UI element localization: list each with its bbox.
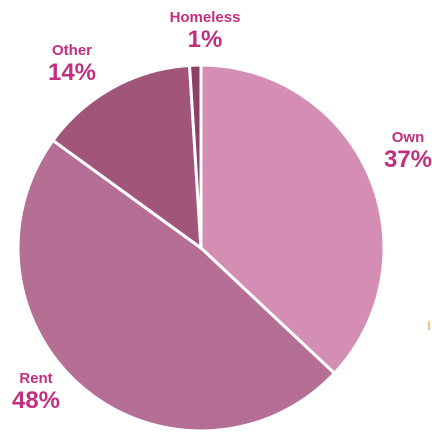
slice-label-homeless-name: Homeless	[169, 9, 241, 26]
slice-label-own-name: Own	[391, 129, 425, 146]
slice-label-homeless: Homeless 1%	[170, 9, 241, 53]
slice-label-other-name: Other	[51, 42, 93, 59]
pie-slice-own	[199, 63, 386, 375]
slice-label-rent-name: Rent	[19, 370, 53, 387]
slice-label-own: Own 37%	[384, 129, 432, 173]
slice-label-other: Other 14%	[48, 42, 96, 86]
pie-slice-other	[51, 63, 203, 250]
slice-label-own-percent: 37%	[383, 146, 432, 173]
pie-slice-homeless	[188, 63, 203, 250]
pie-slice-rent	[16, 138, 336, 432]
slice-label-other-percent: 14%	[47, 59, 97, 86]
slice-label-homeless-percent: 1%	[187, 26, 223, 53]
slice-label-rent-percent: 48%	[11, 387, 61, 414]
stray-mark	[428, 321, 430, 330]
slice-label-rent: Rent 48%	[12, 370, 60, 414]
